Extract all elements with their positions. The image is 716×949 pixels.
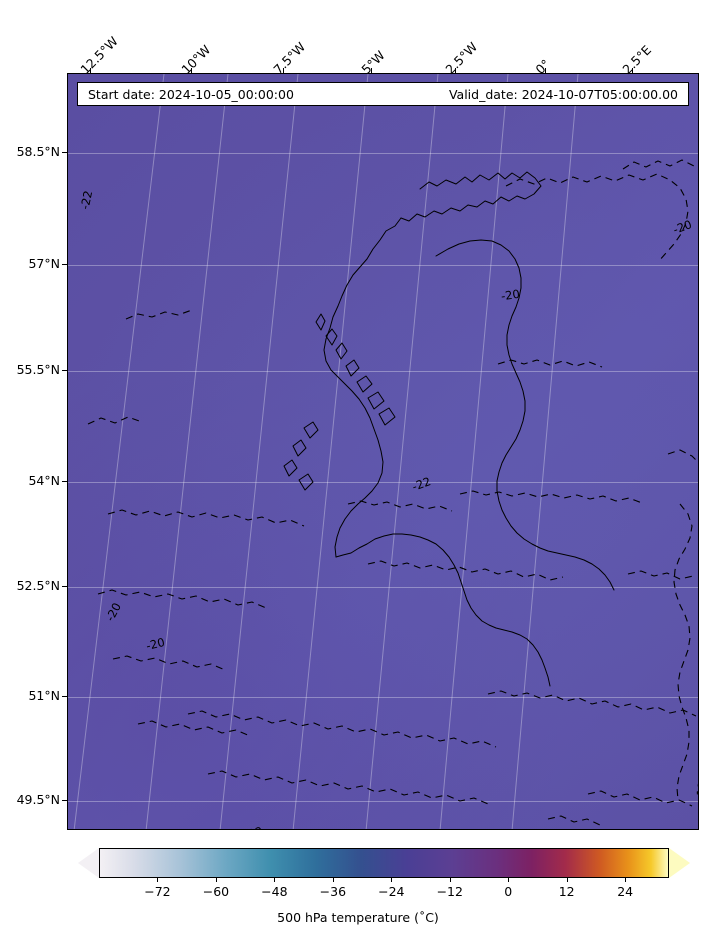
lon-tick [632,68,633,73]
lat-tick-label: 58.5°N [16,144,60,159]
date-annotation-bar: Start date: 2024-10-05_00:00:00 Valid_da… [77,82,689,106]
lat-tick-label: 57°N [28,256,60,271]
lat-tick [62,800,67,801]
lat-tick-label: 49.5°N [16,792,60,807]
lat-tick-label: 51°N [28,688,60,703]
colorbar-tick [332,878,334,882]
colorbar-gradient [99,848,669,878]
gridline-lon [73,74,165,829]
colorbar[interactable]: −72 −60 −48 −36 −24 −12 0 12 24 [78,848,690,899]
colorbar-tick-label: 12 [558,884,575,899]
gridline-lat [68,587,698,588]
gridline-lon-group [73,74,579,829]
colorbar-tick-label: 0 [504,884,513,899]
colorbar-tick-label: 24 [617,884,634,899]
lon-tick-label: 7.5°W [270,39,309,77]
map-plot-area[interactable]: Start date: 2024-10-05_00:00:00 Valid_da… [67,73,699,830]
lon-tick-label: 10°W [178,41,214,77]
lat-tick [62,586,67,587]
colorbar-title: 500 hPa temperature (˚C) [277,910,439,925]
colorbar-tick-label: −36 [319,884,347,899]
colorbar-body: −72 −60 −48 −36 −24 −12 0 12 24 [99,848,669,899]
lon-tick [371,68,372,73]
gridline-lon [511,74,579,829]
lat-tick [62,152,67,153]
lon-tick [191,68,192,73]
lat-tick-label: 54°N [28,473,60,488]
lat-tick-label: 52.5°N [16,578,60,593]
lon-tick [545,68,546,73]
colorbar-tick [508,878,510,882]
temperature-field [68,74,698,829]
colorbar-tick [274,878,276,882]
colorbar-tick [391,878,393,882]
colorbar-tick-label: −60 [202,884,230,899]
gridline-lat [68,697,698,698]
valid-date-label: Valid_date: 2024-10-07T05:00:00.00 [448,86,678,102]
lat-tick [62,264,67,265]
lon-tick [283,68,284,73]
gridline-lon [292,74,369,829]
lon-tick-label: 2.5°W [442,39,481,77]
gridline-lat [68,482,698,483]
start-date-label: Start date: 2024-10-05_00:00:00 [88,86,294,102]
lon-tick [90,68,91,73]
colorbar-tick [215,878,217,882]
gridlines [68,74,698,829]
colorbar-tick [566,878,568,882]
gridline-lat [68,801,698,802]
lat-tick-label: 55.5°N [16,362,60,377]
contour-label: -20 [500,286,521,304]
gridline-lat [68,153,698,154]
colorbar-extend-max [669,848,690,878]
gridline-lon [365,74,439,829]
colorbar-tick-label: −12 [436,884,463,899]
colorbar-tick [625,878,627,882]
lat-tick [62,481,67,482]
colorbar-tick [157,878,159,882]
lon-tick [455,68,456,73]
colorbar-tick-label: −48 [261,884,288,899]
lon-tick-label: 12.5°W [77,33,121,77]
colorbar-tick-label: −24 [378,884,405,899]
gridline-lat [68,371,698,372]
gridline-lat [68,265,698,266]
lat-tick [62,696,67,697]
colorbar-tick [449,878,451,882]
lat-tick [62,370,67,371]
coastline-overlay [87,159,698,826]
gridline-lon [145,74,229,829]
colorbar-tick-label: −72 [144,884,171,899]
gridline-lon [219,74,299,829]
lon-tick-label: 2.5°E [619,42,655,77]
colorbar-extend-min [78,848,99,878]
